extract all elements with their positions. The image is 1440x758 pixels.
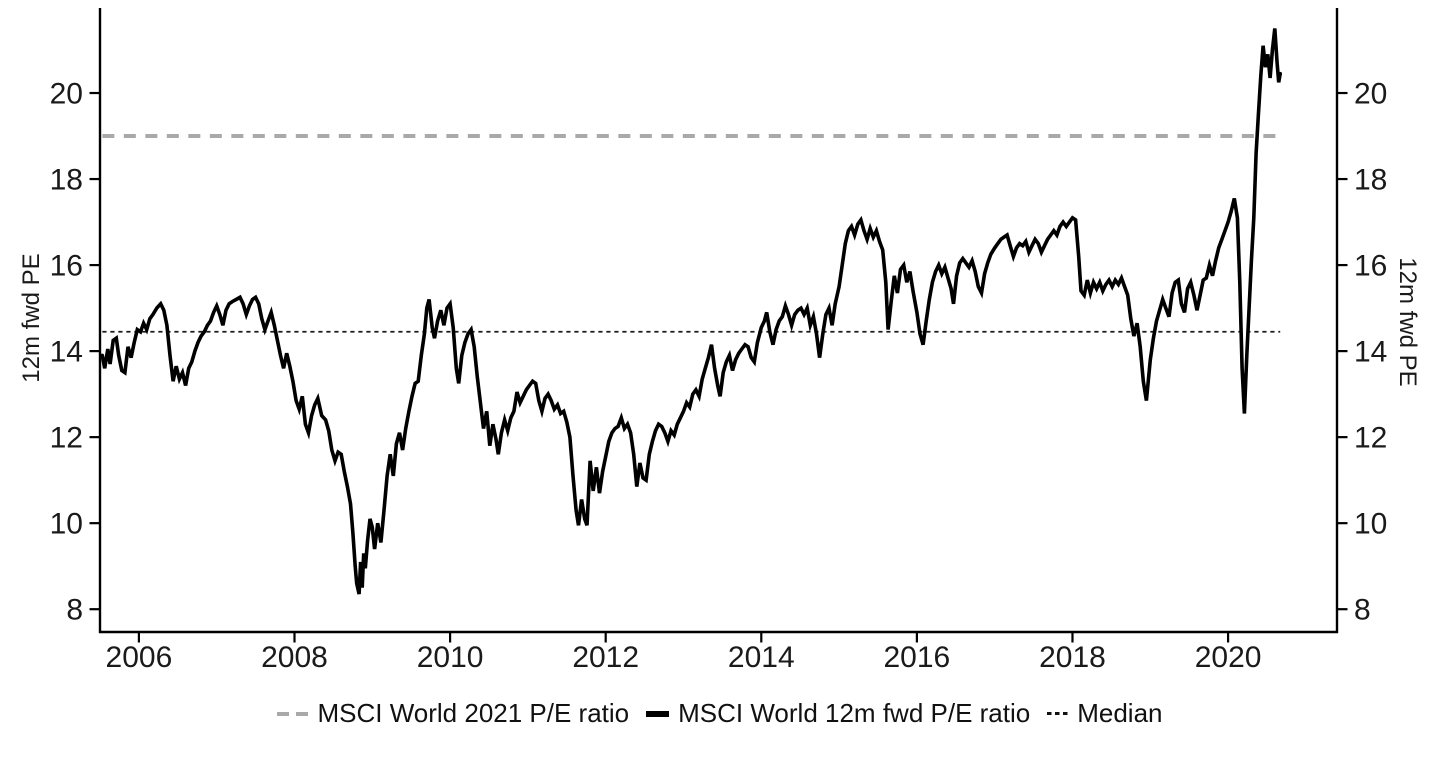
x-tick-label-2020: 2020 — [1195, 641, 1262, 674]
legend-label-12m-fwd-pe: MSCI World 12m fwd P/E ratio — [678, 698, 1031, 728]
legend-item-12m-fwd-pe: MSCI World 12m fwd P/E ratio — [646, 698, 1030, 729]
y-left-tick-label-16: 16 — [50, 250, 83, 283]
reference-lines-layer — [102, 134, 1281, 333]
y-left-tick-label-10: 10 — [50, 508, 83, 541]
dashed-gray-line-swatch-icon — [277, 711, 309, 716]
y-right-tick-label-18: 18 — [1354, 164, 1387, 197]
x-tick-label-2016: 2016 — [884, 641, 951, 674]
x-tick-label-2012: 2012 — [572, 641, 639, 674]
y-right-tick-label-16: 16 — [1354, 250, 1387, 283]
dotted-black-line-swatch-icon — [1047, 712, 1069, 715]
y-left-tick-label-12: 12 — [50, 422, 83, 455]
legend-label-median: Median — [1077, 698, 1163, 728]
y-right-tick-label-20: 20 — [1354, 78, 1387, 111]
legend: MSCI World 2021 P/E ratio MSCI World 12m… — [0, 698, 1440, 729]
x-tick-label-2006: 2006 — [106, 641, 173, 674]
y-right-tick-label-14: 14 — [1354, 336, 1387, 369]
x-tick-label-2008: 2008 — [261, 641, 328, 674]
y-left-tick-label-18: 18 — [50, 164, 83, 197]
x-tick-label-2018: 2018 — [1039, 641, 1106, 674]
legend-item-2021-pe: MSCI World 2021 P/E ratio — [277, 698, 629, 729]
x-tick-label-2010: 2010 — [417, 641, 484, 674]
y-left-tick-label-8: 8 — [66, 594, 83, 627]
axis-spines — [98, 8, 1339, 634]
legend-label-2021-pe: MSCI World 2021 P/E ratio — [317, 698, 630, 728]
legend-item-median: Median — [1047, 698, 1163, 729]
y-left-tick-label-20: 20 — [50, 78, 83, 111]
y-axis-title-left: 12m fwd PE — [18, 253, 45, 383]
y-axis-title-right: 12m fwd PE — [1394, 257, 1421, 387]
msci-12m-fwd-pe-line — [100, 28, 1282, 595]
x-tick-label-2014: 2014 — [728, 641, 795, 674]
y-left-tick-label-14: 14 — [50, 336, 83, 369]
y-right-tick-label-12: 12 — [1354, 422, 1387, 455]
y-right-tick-label-8: 8 — [1354, 594, 1371, 627]
solid-black-line-swatch-icon — [646, 710, 670, 717]
y-right-tick-label-10: 10 — [1354, 508, 1387, 541]
